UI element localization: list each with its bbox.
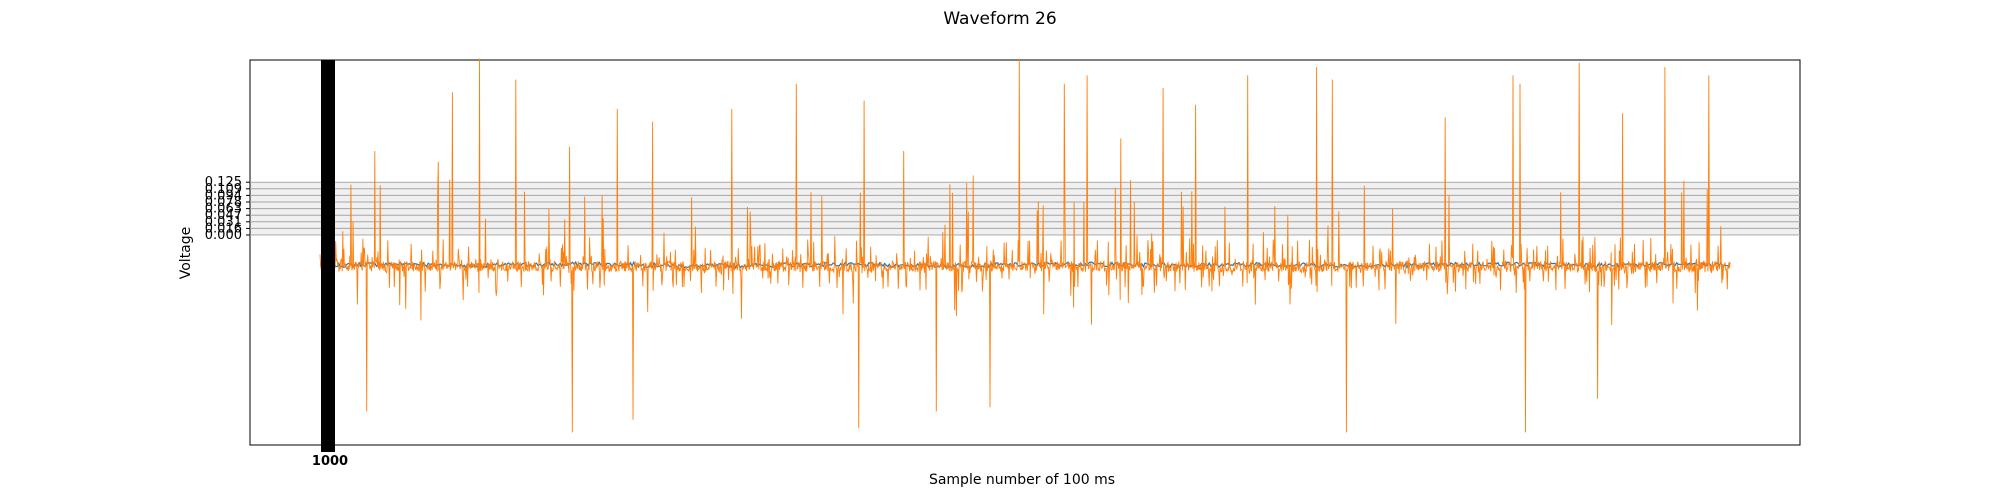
y-tick-label: 0.000 bbox=[205, 228, 242, 243]
y-tick-label: 0.031 bbox=[205, 215, 242, 230]
x-tick-area: 1000 bbox=[312, 60, 348, 469]
y-tick-label: 0.047 bbox=[205, 208, 242, 223]
series-line-orange bbox=[319, 58, 1731, 433]
y-grid bbox=[250, 181, 1800, 236]
y-tick-label: 0.094 bbox=[205, 188, 242, 203]
series-layer bbox=[319, 58, 1731, 433]
plot-area bbox=[249, 59, 1801, 446]
y-tick-label: 0.125 bbox=[205, 175, 242, 190]
x-tick-label: 1000 bbox=[312, 454, 348, 469]
y-tick-label: 0.109 bbox=[205, 182, 242, 197]
y-axis-label: Voltage bbox=[178, 227, 194, 280]
y-tick-label: 0.063 bbox=[205, 202, 242, 217]
y-tick-label: 0.078 bbox=[205, 195, 242, 210]
grid-band bbox=[250, 182, 1800, 235]
x-tick-cluster bbox=[321, 60, 335, 452]
chart-title: Waveform 26 bbox=[943, 9, 1056, 29]
y-tick-label: 0.016 bbox=[205, 221, 242, 236]
y-tick-labels: 0.0000.0160.0310.0470.0630.0780.0940.109… bbox=[205, 175, 250, 243]
x-axis-label: Sample number of 100 ms bbox=[929, 472, 1115, 488]
